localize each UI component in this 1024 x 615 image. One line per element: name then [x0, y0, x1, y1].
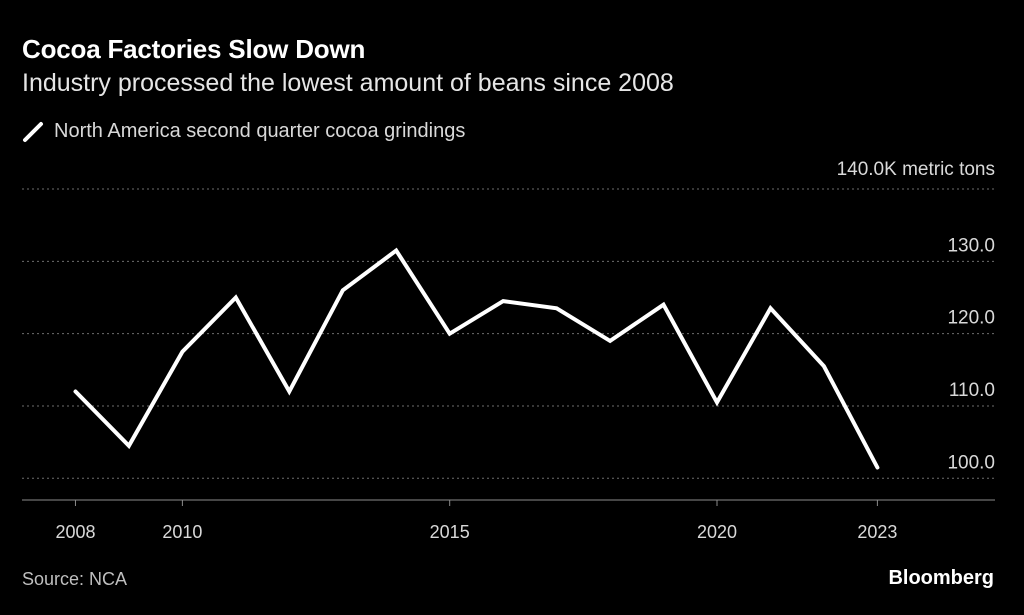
y-tick-label: 110.0	[949, 380, 995, 401]
y-tick-label: 100.0	[947, 452, 995, 473]
series-layer	[73, 247, 880, 470]
y-tick-label: 120.0	[947, 308, 995, 329]
y-unit-label: 140.0K metric tons	[837, 159, 995, 180]
grid-layer	[22, 188, 995, 479]
bloomberg-logo: Bloomberg	[888, 567, 994, 589]
x-tick-label: 2023	[857, 522, 897, 542]
source-note: Source: NCA	[22, 569, 128, 589]
axis-layer: 140.0K metric tons 130.0 120.0 110.0 100.0 20…	[22, 159, 995, 542]
x-tick-label: 2010	[162, 522, 202, 542]
x-tick-label: 2008	[55, 522, 95, 542]
x-tick-label: 2020	[697, 522, 737, 542]
x-tick-label: 2015	[430, 522, 470, 542]
chart-subtitle: Industry processed the lowest amount of …	[22, 69, 674, 97]
chart-title: Cocoa Factories Slow Down	[22, 34, 366, 64]
y-tick-label: 130.0	[947, 235, 995, 256]
series-line	[73, 247, 880, 470]
legend: North America second quarter cocoa grind…	[22, 120, 465, 143]
legend-label: North America second quarter cocoa grind…	[54, 120, 466, 142]
legend-line-icon	[23, 121, 43, 142]
